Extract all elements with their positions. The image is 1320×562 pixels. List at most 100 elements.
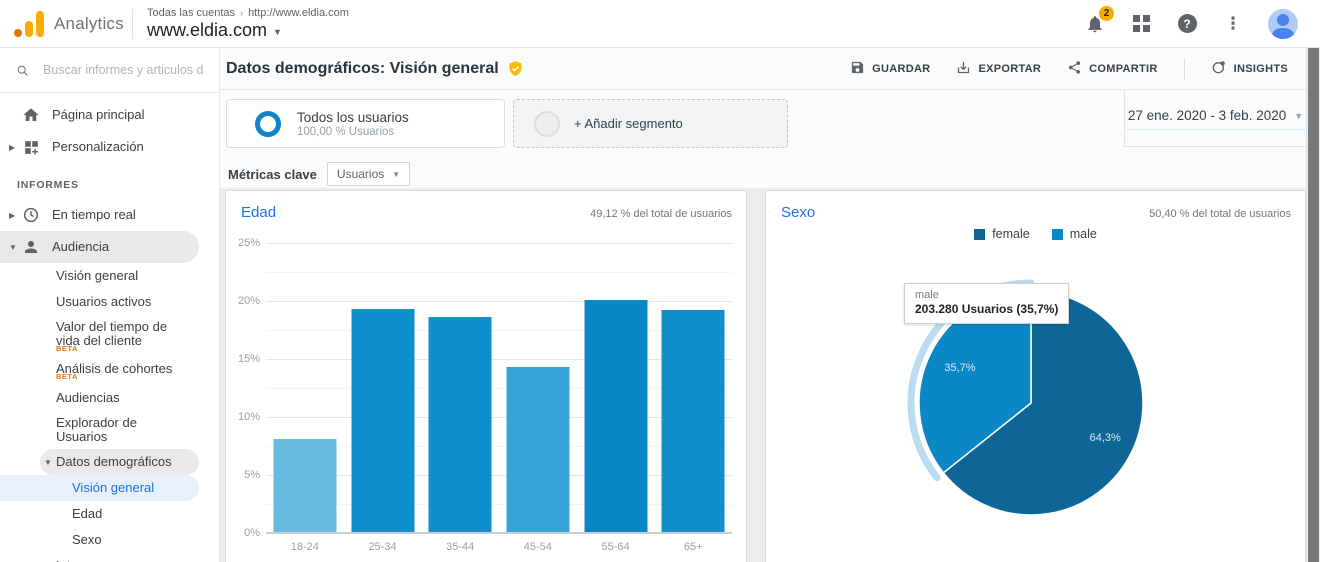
app-header: Analytics Todas las cuentas › http://www…: [0, 0, 1320, 48]
header-right: 2 ? ⋮: [1084, 5, 1320, 39]
sidebar-item-personalizaci-n[interactable]: ▶ Personalización: [0, 131, 219, 163]
action-label: EXPORTAR: [978, 62, 1042, 75]
actions-divider: [1183, 57, 1185, 80]
beta-badge: BETA: [56, 344, 78, 353]
save-icon: [850, 60, 865, 78]
y-axis-tick-label: 20%: [237, 295, 260, 307]
bar-18-24[interactable]: [273, 439, 337, 533]
sidebar-item-usuarios-activos[interactable]: Usuarios activos: [0, 289, 219, 315]
y-axis-tick-label: 10%: [237, 411, 260, 423]
search-input[interactable]: [43, 63, 203, 77]
toolbar-actions: GUARDAR EXPORTAR COMPARTIR INSIGHTS: [850, 57, 1288, 80]
sidebar-section-label: INFORMES: [17, 179, 79, 191]
sidebar-item-visi-n-general[interactable]: Visión general: [0, 263, 219, 289]
analytics-logo-icon[interactable]: [14, 10, 44, 37]
age-bar-chart: 5% 10% 15% 20% 25% 0% 18-24 25-34 35-44 45-54 55-…: [226, 229, 746, 562]
sidebar-item-an-lisis-de-cohortes[interactable]: Análisis de cohortes BETA: [0, 357, 219, 385]
sidebar-item-p-gina-principal[interactable]: Página principal: [0, 99, 219, 131]
customize-icon: [22, 138, 40, 156]
sidebar-search[interactable]: [0, 48, 219, 92]
gender-chart-card: Sexo 50,40 % del total de usuarios femal…: [765, 190, 1306, 562]
property-block: Todas las cuentas › http://www.eldia.com…: [147, 7, 349, 41]
app-name: Analytics: [54, 13, 124, 33]
pie-slice-female[interactable]: [942, 290, 1144, 516]
sidebar-item-intereses[interactable]: ▶Intereses: [0, 553, 219, 562]
main-area: Datos demográficos: Visión general GUARD…: [220, 48, 1306, 562]
apps-grid-icon[interactable]: [1130, 13, 1152, 35]
x-axis-tick-label: 35-44: [446, 541, 475, 553]
breadcrumb-url: http://www.eldia.com: [248, 6, 349, 19]
bar-35-44[interactable]: [428, 317, 492, 533]
date-range-selector[interactable]: 27 ene. 2020 - 3 feb. 2020 ▼: [1125, 106, 1306, 130]
metric-selector-dropdown[interactable]: Usuarios ▼: [326, 162, 411, 186]
gridline-minor: [266, 504, 732, 505]
segment-all-users[interactable]: Todos los usuarios 100,00 % Usuarios: [226, 99, 505, 148]
bar-45-54[interactable]: [506, 367, 570, 533]
share-icon: [1067, 60, 1082, 78]
notifications-bell-icon[interactable]: 2: [1084, 5, 1114, 35]
insights-icon: [1211, 59, 1227, 78]
chevron-down-icon[interactable]: ▼: [9, 242, 17, 252]
user-avatar[interactable]: [1268, 8, 1298, 39]
bar-65+[interactable]: [661, 310, 725, 533]
compartir-button[interactable]: COMPARTIR: [1067, 60, 1158, 78]
scrollbar-thumb[interactable]: [1308, 48, 1319, 562]
sidebar-item-explorador-de-usuarios[interactable]: Explorador de Usuarios: [0, 411, 219, 449]
age-chart-subtitle: 49,12 % del total de usuarios: [590, 208, 732, 220]
sidebar-item-edad[interactable]: Edad: [0, 501, 219, 527]
metric-selected: Usuarios: [336, 167, 385, 181]
x-axis-tick-label: 18-24: [290, 541, 319, 553]
sidebar-item-audiencia[interactable]: ▼ Audiencia: [0, 231, 199, 263]
tooltip-label: male: [915, 289, 939, 301]
sidebar-item-valor-del-tiempo-de-vida-del-cliente[interactable]: Valor del tiempo de vida del cliente BETA: [0, 315, 219, 357]
legend-label: female: [992, 227, 1030, 241]
vertical-scrollbar[interactable]: [1306, 48, 1320, 562]
clock-icon: [22, 206, 40, 224]
sidebar-item-label: Visión general: [56, 268, 139, 283]
tooltip-value: 203.280 Usuarios (35,7%): [915, 302, 1059, 316]
chevron-right-icon[interactable]: ▶: [9, 210, 16, 220]
legend-item-female[interactable]: female: [974, 227, 1030, 241]
property-selector[interactable]: www.eldia.com ▼: [147, 20, 349, 41]
segment-circle-icon: [255, 110, 281, 137]
chevron-right-icon[interactable]: ▶: [9, 142, 16, 152]
action-label: GUARDAR: [872, 62, 931, 75]
sidebar-item-visi-n-general[interactable]: Visión general: [0, 475, 199, 501]
verified-shield-icon: [509, 61, 522, 76]
beta-badge: BETA: [56, 372, 78, 381]
sidebar-item-sexo[interactable]: Sexo: [0, 527, 219, 553]
report-content: Edad 49,12 % del total de usuarios 5% 10%…: [220, 188, 1306, 562]
x-axis-tick-label: 45-54: [523, 541, 552, 553]
exportar-button[interactable]: EXPORTAR: [956, 60, 1041, 78]
bar-25-34[interactable]: [351, 309, 414, 533]
y-axis-tick-label: 15%: [237, 353, 260, 365]
breadcrumb[interactable]: Todas las cuentas › http://www.eldia.com: [147, 7, 349, 19]
gender-chart-title[interactable]: Sexo: [781, 204, 816, 221]
gender-pie-chart: female male 64,3% 35,7% male 203.280 Usuar…: [766, 223, 1305, 562]
insights-button[interactable]: INSIGHTS: [1211, 59, 1288, 78]
pie-percent-label-male: 35,7%: [944, 361, 976, 374]
segment-subtitle: 100,00 % Usuarios: [297, 125, 395, 138]
sidebar-item-audiencias[interactable]: Audiencias: [0, 385, 219, 411]
guardar-button[interactable]: GUARDAR: [850, 60, 930, 78]
bar-55-64[interactable]: [584, 299, 648, 533]
logo-area: Analytics: [0, 10, 130, 37]
gridline-major: 5%: [244, 469, 732, 481]
more-options-icon[interactable]: ⋮: [1224, 13, 1242, 33]
chevron-down-icon[interactable]: ▼: [44, 457, 52, 467]
gridline-major: 25%: [238, 237, 732, 249]
add-segment-circle-icon: [534, 110, 560, 137]
legend-item-male[interactable]: male: [1051, 227, 1097, 241]
gridline-minor: [266, 330, 732, 331]
age-chart-title[interactable]: Edad: [241, 204, 277, 221]
sidebar-divider: [0, 92, 219, 93]
gender-chart-subtitle: 50,40 % del total de usuarios: [1149, 208, 1291, 220]
y-axis-tick-label: 25%: [237, 237, 260, 249]
add-segment-button[interactable]: + Añadir segmento: [513, 99, 788, 148]
sidebar-item-en-tiempo-real[interactable]: ▶ En tiempo real: [0, 199, 219, 231]
sidebar-item-label: Página principal: [52, 107, 145, 122]
help-icon[interactable]: ?: [1176, 13, 1198, 35]
segments-band: Todos los usuarios 100,00 % Usuarios + A…: [220, 90, 1306, 188]
logo-bar-medium: [25, 20, 33, 37]
sidebar-item-datos-demogr-ficos[interactable]: ▼ Datos demográficos: [40, 449, 199, 475]
